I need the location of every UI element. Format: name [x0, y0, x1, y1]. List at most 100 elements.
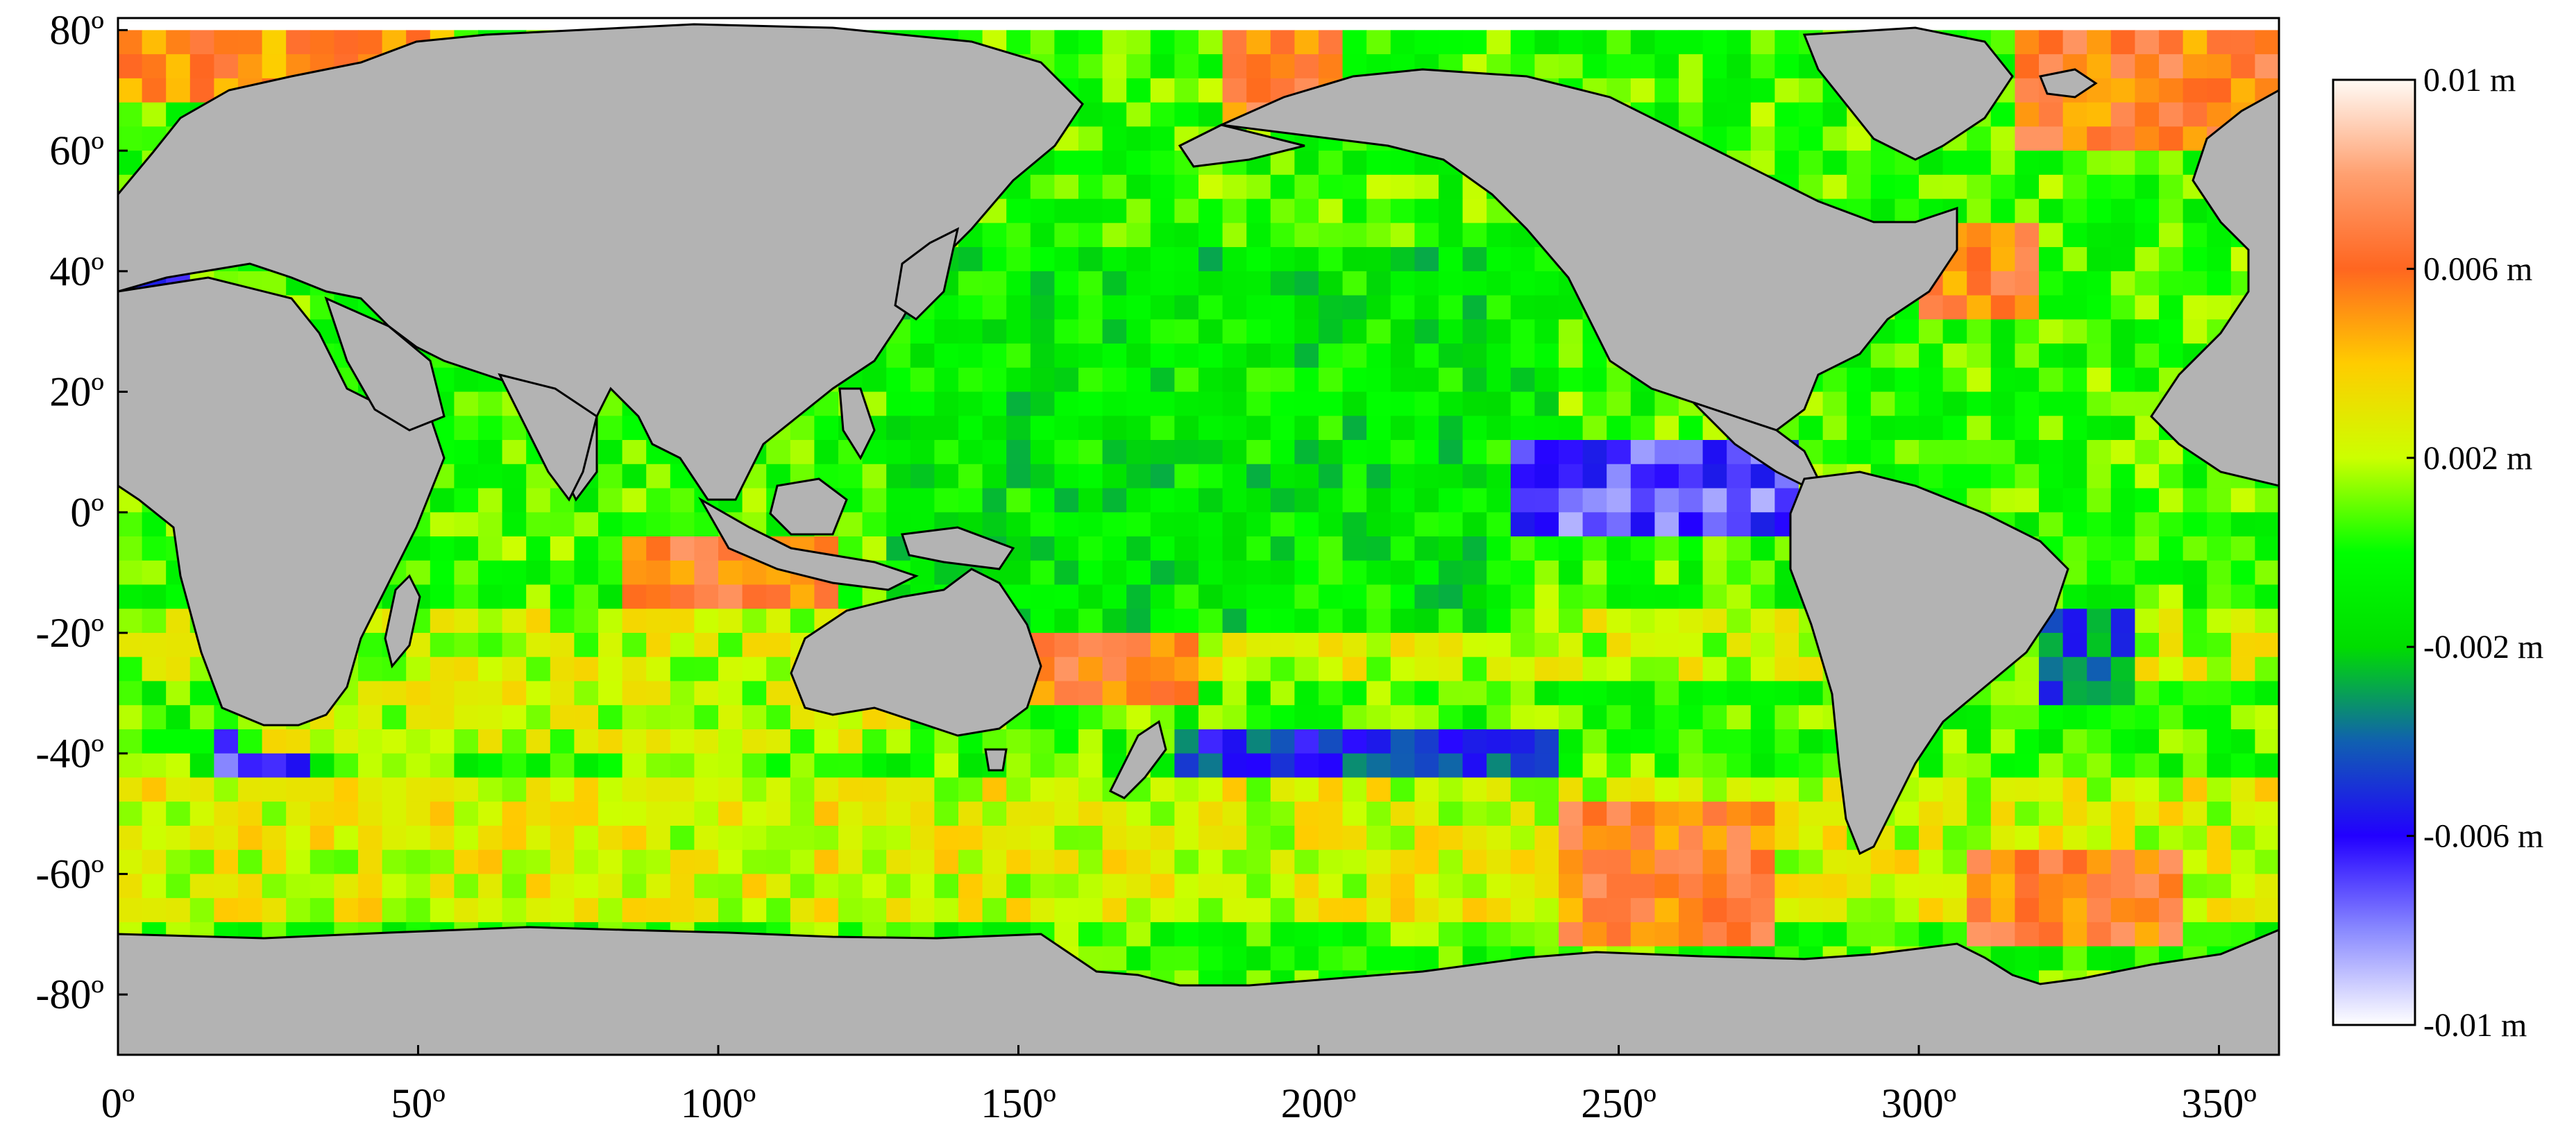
ocean-grid-cell [862, 464, 887, 489]
ocean-grid-cell [1078, 922, 1103, 947]
ocean-grid-cell [1774, 78, 1799, 103]
ocean-grid-cell [1439, 295, 1464, 320]
ocean-grid-cell [598, 753, 623, 779]
ocean-grid-cell [1198, 391, 1223, 416]
ocean-grid-cell [1006, 440, 1031, 465]
ocean-grid-cell [2062, 802, 2087, 826]
ocean-grid-cell [814, 874, 839, 899]
ocean-grid-cell [1102, 560, 1127, 586]
ocean-grid-cell [430, 753, 455, 779]
ocean-grid-cell [2087, 825, 2112, 851]
ocean-grid-cell [1078, 464, 1103, 489]
ocean-grid-cell [526, 632, 551, 658]
ocean-grid-cell [310, 729, 334, 754]
ocean-grid-cell [1246, 295, 1271, 320]
ocean-grid-cell [2015, 705, 2040, 730]
ocean-grid-cell [1870, 151, 1895, 176]
ocean-grid-cell [550, 512, 575, 537]
ocean-grid-cell [1150, 126, 1175, 151]
ocean-grid-cell [1294, 849, 1319, 875]
ocean-grid-cell [1630, 391, 1655, 416]
ocean-grid-cell [1319, 560, 1344, 586]
ocean-grid-cell [1462, 367, 1487, 393]
ocean-grid-cell [2062, 30, 2087, 55]
ocean-grid-cell [1198, 609, 1223, 634]
ocean-grid-cell [406, 753, 431, 779]
ocean-grid-cell [2015, 753, 2040, 779]
ocean-grid-cell [2110, 560, 2135, 586]
ocean-grid-cell [1222, 536, 1247, 561]
ocean-grid-cell [1078, 344, 1103, 368]
ocean-grid-cell [2110, 198, 2135, 223]
ocean-grid-cell [1222, 946, 1247, 971]
ocean-grid-cell [694, 536, 719, 561]
ocean-grid-cell [2230, 30, 2255, 55]
ocean-grid-cell [622, 584, 647, 609]
ocean-grid-cell [1774, 126, 1799, 151]
ocean-grid-cell [1607, 464, 1632, 489]
ocean-grid-cell [1942, 802, 1967, 826]
ocean-grid-cell [1967, 319, 1992, 344]
ocean-grid-cell [1822, 874, 1847, 899]
ocean-grid-cell [1150, 464, 1175, 489]
ocean-grid-cell [1414, 802, 1439, 826]
ocean-grid-cell [406, 705, 431, 730]
ocean-grid-cell [1414, 825, 1439, 851]
ocean-grid-cell [2015, 898, 2040, 923]
ocean-grid-cell [1198, 825, 1223, 851]
ocean-grid-cell [2159, 30, 2184, 55]
ocean-grid-cell [1126, 319, 1151, 344]
ocean-grid-cell [1654, 802, 1679, 826]
ocean-grid-cell [2087, 102, 2112, 127]
ocean-grid-cell [1222, 271, 1247, 296]
ocean-grid-cell [1919, 922, 1944, 947]
ocean-grid-cell [910, 440, 935, 465]
ocean-grid-cell [1006, 223, 1031, 248]
ocean-grid-cell [982, 247, 1007, 272]
ocean-grid-cell [1319, 367, 1344, 393]
ocean-grid-cell [1439, 319, 1464, 344]
ocean-grid-cell [310, 825, 334, 851]
y-tick-label: 80º [49, 7, 104, 53]
ocean-grid-cell [526, 609, 551, 634]
ocean-grid-cell [1006, 512, 1031, 537]
ocean-grid-cell [622, 609, 647, 634]
ocean-grid-cell [2062, 488, 2087, 513]
ocean-grid-cell [742, 874, 767, 899]
ocean-grid-cell [1054, 560, 1079, 586]
ocean-grid-cell [142, 729, 167, 754]
ocean-grid-cell [2062, 825, 2087, 851]
ocean-grid-cell [574, 753, 599, 779]
ocean-grid-cell [2062, 102, 2087, 127]
ocean-grid-cell [1439, 198, 1464, 223]
ocean-grid-cell [1198, 102, 1223, 127]
ocean-grid-cell [958, 874, 983, 899]
ocean-grid-cell [2015, 440, 2040, 465]
ocean-grid-cell [1294, 632, 1319, 658]
ocean-grid-cell [2159, 922, 2184, 947]
ocean-grid-cell [2015, 874, 2040, 899]
ocean-grid-cell [982, 488, 1007, 513]
ocean-grid-cell [1582, 536, 1607, 561]
ocean-grid-cell [118, 126, 143, 151]
ocean-grid-cell [1222, 777, 1247, 802]
ocean-grid-cell [670, 584, 695, 609]
ocean-grid-cell [262, 802, 287, 826]
ocean-grid-cell [1006, 416, 1031, 441]
ocean-grid-cell [1054, 488, 1079, 513]
ocean-grid-cell [238, 802, 263, 826]
ocean-grid-cell [1559, 54, 1584, 79]
ocean-grid-cell [1870, 440, 1895, 465]
ocean-grid-cell [2135, 560, 2160, 586]
ocean-grid-cell [1559, 319, 1584, 344]
ocean-grid-cell [1414, 729, 1439, 754]
ocean-grid-cell [1462, 609, 1487, 634]
ocean-grid-cell [2039, 849, 2064, 875]
ocean-grid-cell [1847, 174, 1872, 200]
ocean-grid-cell [1750, 898, 1775, 923]
ocean-grid-cell [982, 802, 1007, 826]
ocean-grid-cell [958, 753, 983, 779]
ocean-grid-cell [1919, 898, 1944, 923]
ocean-grid-cell [1414, 753, 1439, 779]
x-tick-label: 100º [681, 1080, 756, 1126]
